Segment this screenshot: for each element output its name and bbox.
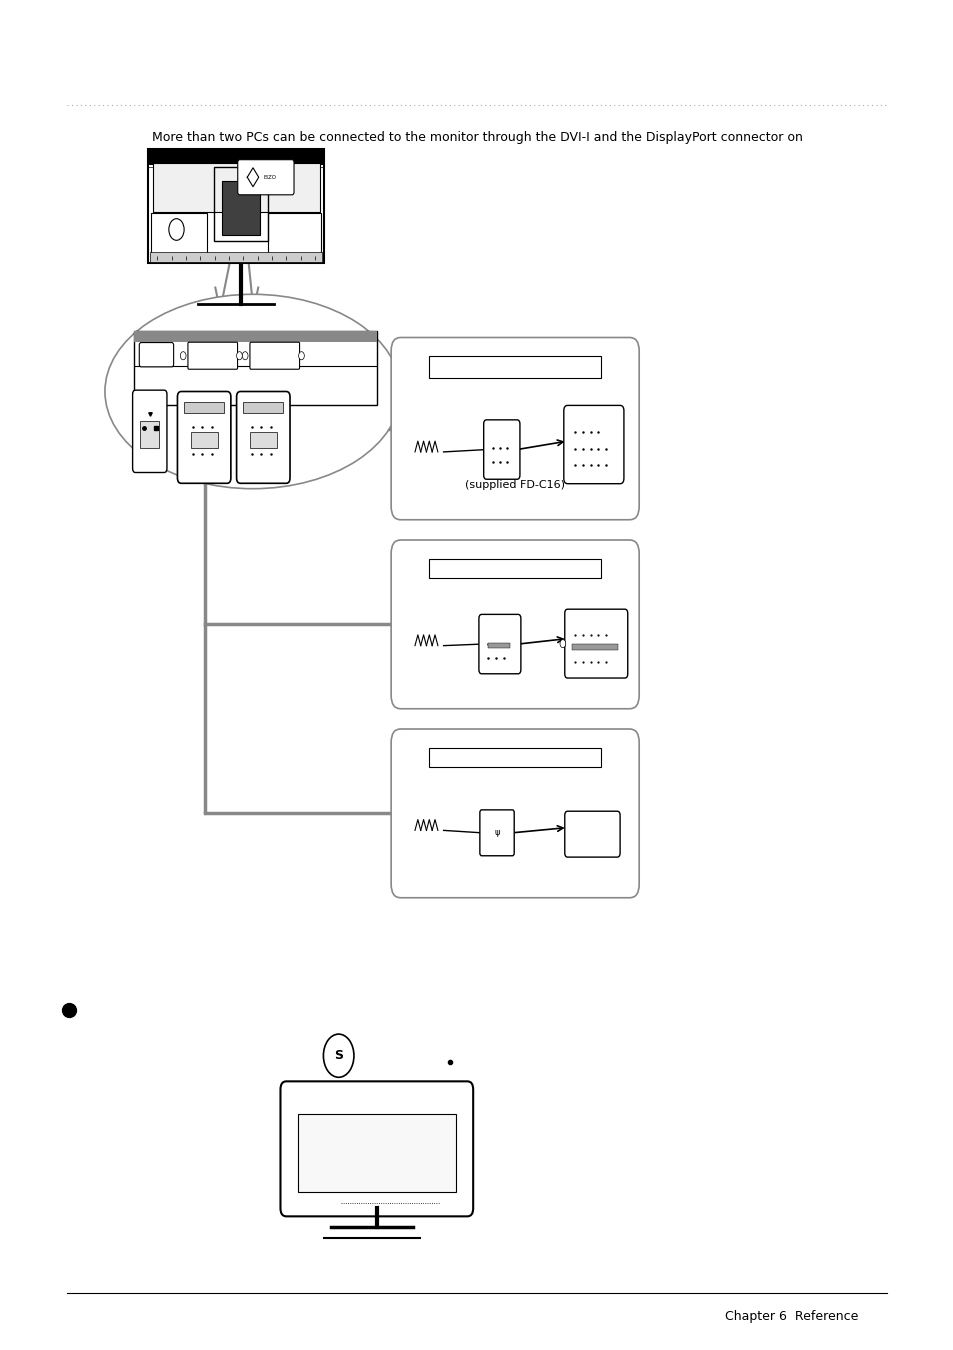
Bar [148, 148, 324, 165]
Text: ψ: ψ [494, 829, 499, 837]
Bar [268, 213, 320, 256]
FancyBboxPatch shape [478, 614, 520, 674]
FancyBboxPatch shape [250, 343, 299, 370]
FancyBboxPatch shape [280, 1081, 473, 1216]
Bar [150, 252, 322, 262]
Bar [429, 559, 600, 578]
FancyBboxPatch shape [564, 609, 627, 678]
FancyBboxPatch shape [391, 540, 639, 709]
Bar [184, 402, 224, 413]
FancyBboxPatch shape [188, 343, 237, 370]
FancyBboxPatch shape [563, 405, 623, 483]
Bar [133, 331, 376, 342]
Bar [214, 167, 268, 242]
Circle shape [169, 219, 184, 240]
Bar [429, 748, 600, 767]
Text: Chapter 6  Reference: Chapter 6 Reference [724, 1310, 858, 1323]
Circle shape [323, 1034, 354, 1077]
Bar [151, 213, 207, 256]
Bar [133, 331, 376, 405]
Bar [297, 1114, 456, 1192]
FancyBboxPatch shape [236, 392, 290, 483]
Bar [429, 356, 600, 378]
FancyBboxPatch shape [564, 811, 619, 857]
FancyBboxPatch shape [479, 810, 514, 856]
Text: EIZO: EIZO [263, 174, 276, 180]
FancyBboxPatch shape [483, 420, 519, 479]
Text: More than two PCs can be connected to the monitor through the DVI-I and the Disp: More than two PCs can be connected to th… [152, 131, 801, 144]
FancyBboxPatch shape [391, 338, 639, 520]
Circle shape [236, 352, 242, 360]
FancyBboxPatch shape [177, 392, 231, 483]
Bar [250, 432, 276, 448]
Bar [222, 181, 260, 235]
Circle shape [298, 352, 304, 360]
Text: (supplied FD-C16): (supplied FD-C16) [465, 481, 564, 490]
Text: S: S [334, 1049, 343, 1062]
Bar [488, 643, 510, 648]
FancyBboxPatch shape [139, 343, 173, 367]
Bar [243, 402, 283, 413]
Bar [191, 432, 217, 448]
Circle shape [559, 640, 565, 648]
FancyBboxPatch shape [391, 729, 639, 898]
Circle shape [242, 352, 248, 360]
Bar [148, 148, 324, 263]
Bar [572, 644, 618, 649]
Circle shape [180, 352, 186, 360]
Bar [140, 421, 159, 448]
FancyBboxPatch shape [132, 390, 167, 472]
Ellipse shape [105, 294, 400, 489]
FancyBboxPatch shape [237, 159, 294, 194]
Bar [152, 163, 319, 212]
